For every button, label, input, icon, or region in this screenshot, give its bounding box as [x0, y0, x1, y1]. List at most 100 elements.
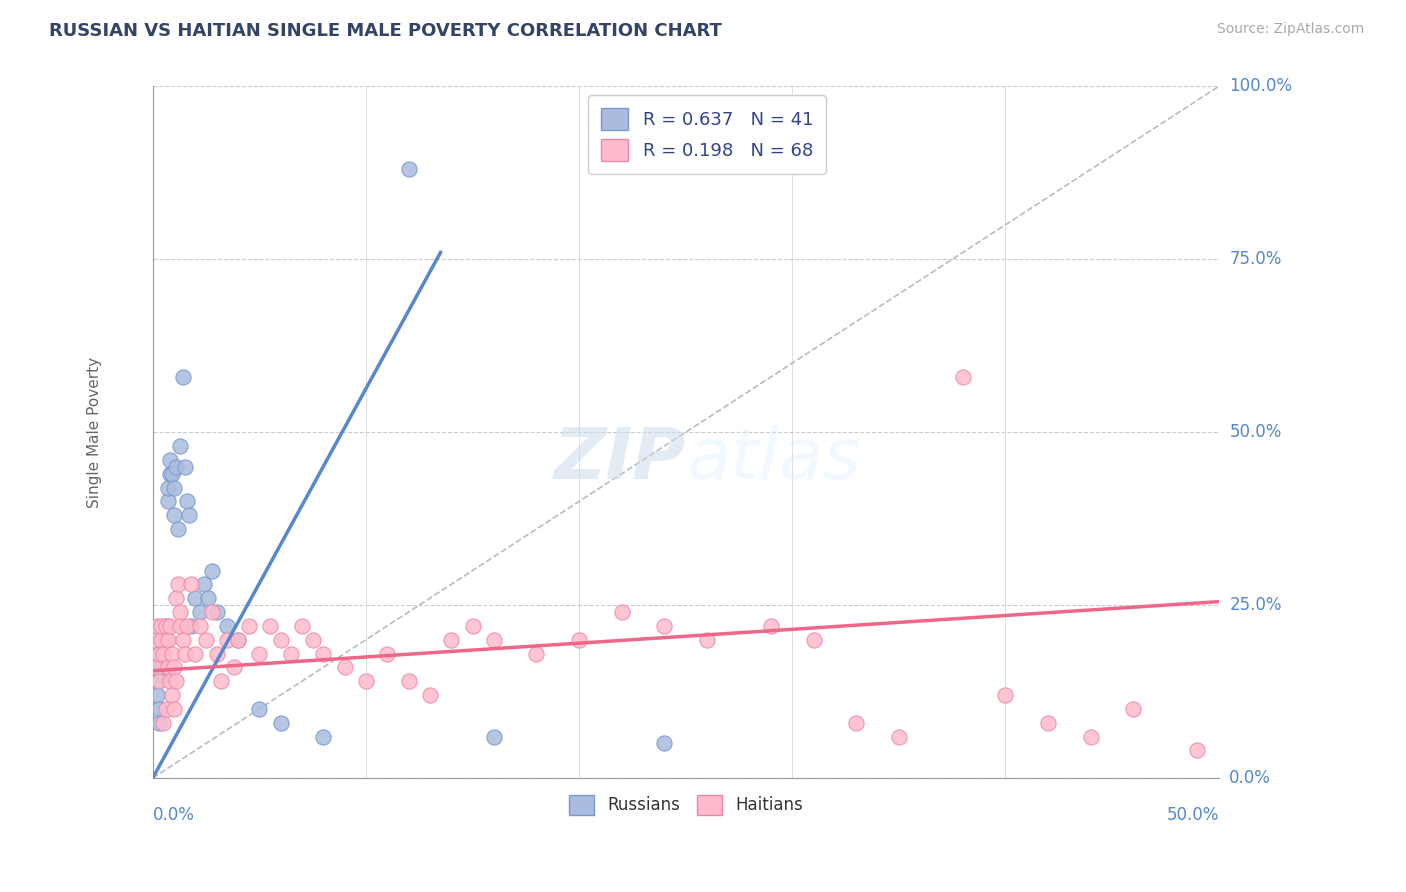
Point	[887, 730, 910, 744]
Text: 50.0%: 50.0%	[1167, 805, 1219, 823]
Point	[375, 647, 398, 661]
Point	[238, 619, 260, 633]
Point	[654, 619, 676, 633]
Point	[301, 632, 323, 647]
Point	[188, 619, 211, 633]
Point	[759, 619, 782, 633]
Point	[156, 632, 179, 647]
Point	[184, 591, 207, 606]
Point	[1080, 730, 1102, 744]
Point	[165, 591, 187, 606]
Point	[169, 439, 191, 453]
Point	[209, 674, 232, 689]
Point	[152, 715, 174, 730]
Point	[419, 688, 441, 702]
Point	[217, 619, 239, 633]
Point	[148, 647, 170, 661]
Point	[482, 632, 505, 647]
Point	[146, 674, 169, 689]
Point	[169, 619, 191, 633]
Point	[150, 632, 173, 647]
Point	[163, 481, 186, 495]
Point	[398, 674, 420, 689]
Point	[160, 467, 183, 481]
Point	[696, 632, 718, 647]
Text: ZIP: ZIP	[554, 425, 686, 494]
Point	[152, 667, 174, 681]
Point	[148, 647, 170, 661]
Text: RUSSIAN VS HAITIAN SINGLE MALE POVERTY CORRELATION CHART: RUSSIAN VS HAITIAN SINGLE MALE POVERTY C…	[49, 22, 723, 40]
Text: 75.0%: 75.0%	[1229, 251, 1282, 268]
Point	[222, 660, 245, 674]
Point	[247, 702, 270, 716]
Point	[201, 564, 224, 578]
Point	[169, 605, 191, 619]
Point	[152, 647, 174, 661]
Point	[280, 647, 302, 661]
Point	[398, 162, 420, 177]
Point	[247, 647, 270, 661]
Point	[156, 494, 179, 508]
Point	[167, 522, 190, 536]
Point	[143, 660, 166, 674]
Text: Source: ZipAtlas.com: Source: ZipAtlas.com	[1216, 22, 1364, 37]
Point	[160, 647, 183, 661]
Point	[610, 605, 633, 619]
Point	[205, 605, 228, 619]
Point	[461, 619, 484, 633]
Point	[150, 660, 173, 674]
Point	[155, 619, 177, 633]
Point	[188, 605, 211, 619]
Point	[803, 632, 825, 647]
Point	[150, 619, 173, 633]
Text: 25.0%: 25.0%	[1229, 596, 1282, 614]
Point	[148, 715, 170, 730]
Point	[159, 619, 181, 633]
Point	[146, 619, 169, 633]
Point	[146, 688, 169, 702]
Point	[159, 467, 181, 481]
Point	[526, 647, 548, 661]
Point	[150, 632, 173, 647]
Point	[205, 647, 228, 661]
Point	[193, 577, 215, 591]
Point	[180, 619, 202, 633]
Point	[1122, 702, 1144, 716]
Point	[163, 508, 186, 523]
Point	[143, 632, 166, 647]
Point	[994, 688, 1017, 702]
Text: Single Male Poverty: Single Male Poverty	[87, 357, 101, 508]
Point	[152, 647, 174, 661]
Point	[1187, 743, 1209, 757]
Point	[180, 577, 202, 591]
Text: 100.0%: 100.0%	[1229, 78, 1292, 95]
Point	[155, 619, 177, 633]
Point	[654, 736, 676, 750]
Point	[201, 605, 224, 619]
Point	[184, 647, 207, 661]
Point	[156, 660, 179, 674]
Point	[1036, 715, 1059, 730]
Point	[226, 632, 249, 647]
Text: 50.0%: 50.0%	[1229, 423, 1282, 442]
Text: atlas: atlas	[686, 425, 860, 494]
Point	[333, 660, 356, 674]
Point	[440, 632, 463, 647]
Point	[165, 459, 187, 474]
Point	[270, 632, 292, 647]
Point	[148, 702, 170, 716]
Point	[160, 688, 183, 702]
Text: 0.0%: 0.0%	[153, 805, 194, 823]
Point	[312, 730, 335, 744]
Point	[163, 702, 186, 716]
Point	[176, 494, 198, 508]
Text: 0.0%: 0.0%	[1229, 769, 1271, 787]
Point	[167, 577, 190, 591]
Point	[163, 660, 186, 674]
Point	[259, 619, 281, 633]
Point	[845, 715, 868, 730]
Point	[172, 632, 194, 647]
Point	[165, 674, 187, 689]
Point	[155, 702, 177, 716]
Point	[146, 660, 169, 674]
